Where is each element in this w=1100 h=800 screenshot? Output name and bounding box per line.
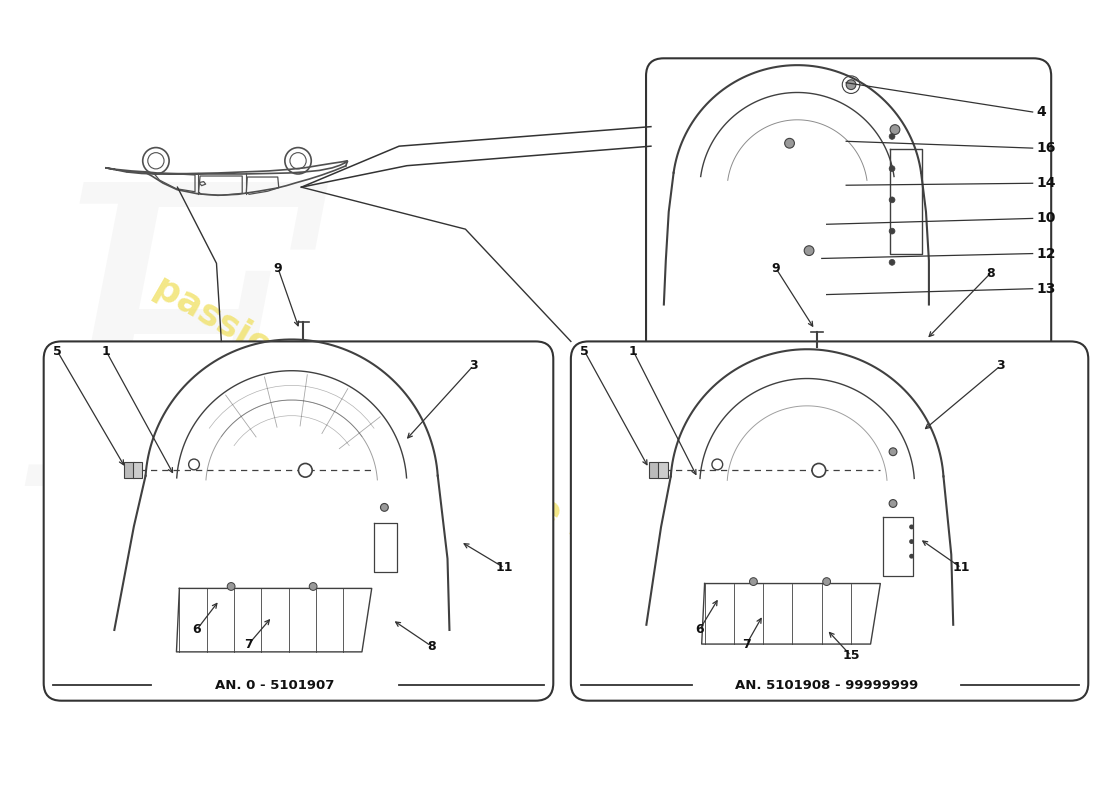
Circle shape	[890, 125, 900, 134]
Bar	[132, 462, 142, 478]
FancyBboxPatch shape	[646, 58, 1052, 390]
Text: 9: 9	[274, 262, 283, 274]
Text: 7: 7	[742, 638, 751, 650]
Circle shape	[909, 539, 914, 544]
Circle shape	[712, 459, 723, 470]
Text: 4: 4	[1036, 105, 1046, 119]
Text: 1: 1	[102, 345, 110, 358]
Text: 11: 11	[953, 562, 970, 574]
Text: 6: 6	[192, 623, 201, 636]
Text: 3: 3	[997, 359, 1004, 372]
Text: 16: 16	[1036, 141, 1056, 155]
Circle shape	[298, 463, 312, 477]
Circle shape	[889, 228, 895, 234]
Text: passion for parts since 1985: passion for parts since 1985	[148, 270, 666, 589]
Circle shape	[228, 582, 235, 590]
Bar	[649, 462, 659, 478]
Circle shape	[909, 554, 914, 558]
Circle shape	[784, 138, 794, 148]
Circle shape	[889, 166, 895, 171]
Text: 6: 6	[695, 623, 704, 636]
Text: 15: 15	[843, 650, 860, 662]
Text: 11: 11	[496, 562, 514, 574]
Text: 8: 8	[987, 266, 996, 279]
Circle shape	[909, 525, 914, 530]
Text: 5: 5	[53, 345, 62, 358]
Circle shape	[889, 134, 895, 139]
Text: AN. 5101908 - 99999999: AN. 5101908 - 99999999	[735, 678, 918, 691]
Text: 5: 5	[580, 345, 588, 358]
Circle shape	[889, 259, 895, 266]
Circle shape	[889, 499, 896, 507]
Text: 8: 8	[427, 639, 436, 653]
Circle shape	[189, 459, 199, 470]
Bar	[658, 462, 668, 478]
Text: 14: 14	[1036, 176, 1056, 190]
Text: 10: 10	[1036, 211, 1056, 226]
FancyBboxPatch shape	[571, 342, 1088, 701]
Text: 12: 12	[1036, 246, 1056, 261]
Text: 9: 9	[771, 262, 780, 274]
Text: E: E	[31, 169, 334, 573]
Circle shape	[846, 80, 856, 90]
Circle shape	[812, 463, 826, 477]
Text: 1: 1	[629, 345, 638, 358]
Circle shape	[749, 578, 757, 586]
Circle shape	[381, 503, 388, 511]
Text: 13: 13	[1036, 282, 1056, 296]
Bar	[123, 462, 133, 478]
Text: 3: 3	[469, 359, 477, 372]
Circle shape	[889, 197, 895, 202]
Circle shape	[823, 578, 830, 586]
Circle shape	[804, 246, 814, 255]
Text: 7: 7	[244, 638, 253, 650]
Text: AN. 0 - 5101907: AN. 0 - 5101907	[216, 678, 334, 691]
Circle shape	[309, 582, 317, 590]
Circle shape	[889, 448, 896, 456]
FancyBboxPatch shape	[44, 342, 553, 701]
